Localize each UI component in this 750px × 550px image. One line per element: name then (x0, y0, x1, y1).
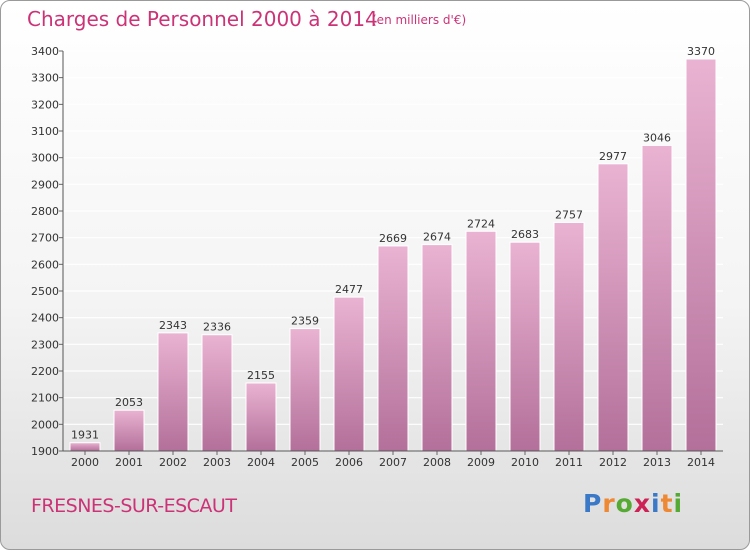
value-labels: 1931 2053 2343 2336 2155 2359 2477 2669 2674 2724… (71, 45, 715, 442)
x-tick-label-2013: 2013 (643, 456, 671, 469)
logo-letter: o (615, 489, 634, 518)
commune-name: FRESNES-SUR-ESCAUT (31, 495, 237, 517)
x-tick-label-2000: 2000 (71, 456, 99, 469)
value-label-2003: 2336 (203, 321, 231, 334)
x-tick-label-2011: 2011 (555, 456, 583, 469)
y-tick-label: 2000 (31, 418, 59, 431)
value-label-2013: 3046 (643, 131, 671, 144)
logo-letter: P (583, 489, 603, 518)
y-tick-label: 2100 (31, 392, 59, 405)
x-tick-label-2007: 2007 (379, 456, 407, 469)
axes (62, 51, 723, 452)
bar-2004 (245, 382, 277, 452)
y-tick-label: 2400 (31, 312, 59, 325)
x-tick-label-2002: 2002 (159, 456, 187, 469)
x-tick-label-2001: 2001 (115, 456, 143, 469)
x-tick-label-2003: 2003 (203, 456, 231, 469)
x-tick-label-2009: 2009 (467, 456, 495, 469)
x-tick-label-2008: 2008 (423, 456, 451, 469)
y-tick-label: 1900 (31, 445, 59, 458)
value-label-2006: 2477 (335, 283, 363, 296)
x-tick-label-2010: 2010 (511, 456, 539, 469)
bar-2005 (289, 328, 321, 452)
bar-2002 (157, 332, 189, 452)
bar-2009 (465, 230, 497, 452)
value-label-2005: 2359 (291, 315, 319, 328)
bar-2007 (377, 245, 409, 452)
y-tick-label: 3200 (31, 98, 59, 111)
y-tick-label: 2600 (31, 258, 59, 271)
bar-2010 (509, 241, 541, 452)
x-axis-ticks: 2000 2001 2002 2003 2004 2005 2006 2007 2008 2009… (71, 451, 715, 469)
value-label-2008: 2674 (423, 231, 451, 244)
x-tick-label-2012: 2012 (599, 456, 627, 469)
bar-2011 (553, 221, 585, 452)
x-tick-label-2004: 2004 (247, 456, 275, 469)
y-tick-label: 3000 (31, 152, 59, 165)
bar-2012 (597, 163, 629, 452)
bar-2008 (421, 244, 453, 452)
y-tick-label: 2700 (31, 232, 59, 245)
y-axis-ticks: 1900 2000 2100 2200 2300 2400 2500 2600 2700 2800… (31, 45, 63, 458)
value-label-2011: 2757 (555, 208, 583, 221)
x-tick-label-2014: 2014 (687, 456, 715, 469)
value-label-2002: 2343 (159, 319, 187, 332)
value-label-2009: 2724 (467, 217, 495, 230)
y-tick-label: 2900 (31, 178, 59, 191)
y-tick-label: 2200 (31, 365, 59, 378)
value-label-2007: 2669 (379, 232, 407, 245)
logo-letter: i (651, 489, 661, 518)
logo-letter: t (660, 489, 674, 518)
bars (69, 58, 717, 452)
y-tick-label: 2800 (31, 205, 59, 218)
chart-title: Charges de Personnel 2000 à 2014 (27, 7, 378, 31)
logo-letter: r (602, 489, 616, 518)
value-label-2000: 1931 (71, 429, 99, 442)
chart-subtitle: (en milliers d'€) (372, 13, 467, 27)
logo-letter: x (633, 489, 651, 518)
bar-2014 (685, 58, 717, 452)
y-tick-label: 3400 (31, 45, 59, 58)
bar-2006 (333, 296, 365, 452)
y-tick-label: 3300 (31, 72, 59, 85)
value-label-2010: 2683 (511, 228, 539, 241)
bar-2013 (641, 144, 673, 452)
y-tick-label: 3100 (31, 125, 59, 138)
y-tick-label: 2300 (31, 338, 59, 351)
bar-2001 (113, 409, 145, 452)
bar-2000 (69, 442, 101, 452)
value-label-2014: 3370 (687, 45, 715, 58)
value-label-2012: 2977 (599, 150, 627, 163)
x-tick-label-2005: 2005 (291, 456, 319, 469)
proxiti-logo: Proxiti (583, 489, 683, 518)
value-label-2004: 2155 (247, 369, 275, 382)
bar-2003 (201, 334, 233, 452)
y-tick-label: 2500 (31, 285, 59, 298)
x-tick-label-2006: 2006 (335, 456, 363, 469)
value-label-2001: 2053 (115, 396, 143, 409)
logo-letter: i (673, 489, 684, 518)
